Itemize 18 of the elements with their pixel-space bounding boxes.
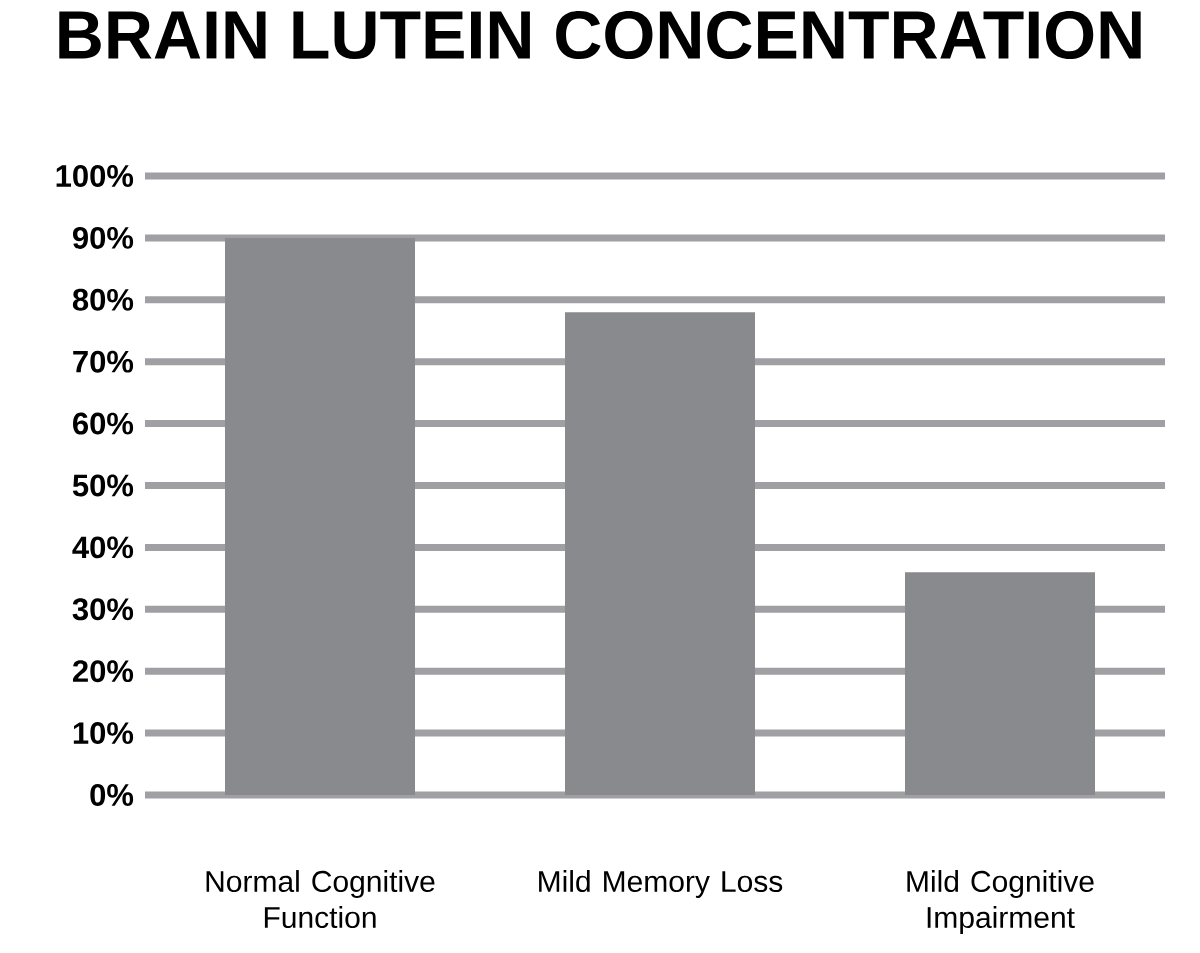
x-tick-label: Normal Cognitive Function xyxy=(206,870,435,929)
bar xyxy=(565,312,755,795)
bar xyxy=(905,572,1095,795)
x-tick-label: Mild Memory Loss xyxy=(539,870,783,898)
y-tick-label: 40% xyxy=(72,536,134,559)
y-tick-label: 90% xyxy=(72,226,134,249)
y-tick-label: 30% xyxy=(72,598,134,621)
x-tick-label: Mild Cognitive Impairment xyxy=(907,870,1094,934)
y-tick-label: 20% xyxy=(72,660,134,683)
y-tick-label: 100% xyxy=(56,165,134,187)
y-tick-label: 10% xyxy=(73,722,134,745)
y-tick-label: 80% xyxy=(72,288,134,311)
bar xyxy=(225,237,416,795)
y-tick-label: 0% xyxy=(90,784,134,806)
y-tick-label: 50% xyxy=(72,474,134,497)
y-tick-label: 70% xyxy=(73,350,134,373)
chart-title: BRAIN LUTEIN CONCENTRATION xyxy=(59,10,1141,60)
y-tick-label: 60% xyxy=(73,412,134,435)
